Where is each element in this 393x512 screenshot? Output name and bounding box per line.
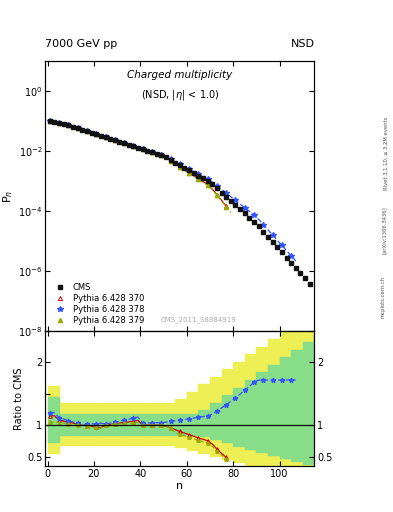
Pythia 6.428 379	[112, 137, 117, 143]
Line: Pythia 6.428 370: Pythia 6.428 370	[48, 119, 228, 208]
Pythia 6.428 379	[224, 204, 229, 210]
Pythia 6.428 379	[75, 125, 80, 132]
Pythia 6.428 379	[196, 176, 201, 182]
Pythia 6.428 370	[112, 137, 117, 143]
CMS	[159, 153, 163, 159]
Pythia 6.428 378	[84, 128, 89, 134]
Text: NSD: NSD	[290, 38, 314, 49]
Pythia 6.428 370	[48, 118, 52, 124]
Text: [arXiv:1306.3436]: [arXiv:1306.3436]	[382, 206, 387, 254]
Pythia 6.428 378	[205, 176, 210, 182]
Pythia 6.428 378	[215, 183, 219, 189]
Pythia 6.428 378	[224, 190, 229, 196]
Pythia 6.428 370	[224, 203, 229, 209]
Pythia 6.428 378	[196, 171, 201, 177]
Pythia 6.428 379	[168, 158, 173, 164]
Pythia 6.428 378	[122, 140, 127, 146]
Y-axis label: P$_n$: P$_n$	[2, 189, 15, 203]
Pythia 6.428 370	[140, 146, 145, 153]
Text: CMS_2011_S8884919: CMS_2011_S8884919	[161, 316, 237, 323]
Pythia 6.428 370	[84, 128, 89, 134]
X-axis label: n: n	[176, 481, 184, 492]
Pythia 6.428 370	[75, 125, 80, 132]
Line: Pythia 6.428 379: Pythia 6.428 379	[48, 119, 228, 209]
Pythia 6.428 379	[205, 182, 210, 188]
Pythia 6.428 378	[279, 242, 284, 248]
Pythia 6.428 370	[103, 134, 108, 140]
Pythia 6.428 378	[75, 125, 80, 131]
Pythia 6.428 379	[66, 122, 71, 129]
Pythia 6.428 370	[205, 182, 210, 188]
Pythia 6.428 370	[159, 153, 163, 159]
Pythia 6.428 370	[187, 169, 191, 176]
Line: Pythia 6.428 378: Pythia 6.428 378	[47, 119, 294, 259]
Pythia 6.428 379	[84, 128, 89, 134]
Pythia 6.428 378	[252, 212, 256, 218]
Pythia 6.428 378	[178, 161, 182, 167]
Pythia 6.428 378	[187, 166, 191, 173]
Pythia 6.428 379	[159, 153, 163, 159]
Text: Charged multiplicity: Charged multiplicity	[127, 70, 232, 79]
Pythia 6.428 378	[261, 222, 266, 228]
Pythia 6.428 379	[150, 150, 154, 156]
Legend: CMS, Pythia 6.428 370, Pythia 6.428 378, Pythia 6.428 379: CMS, Pythia 6.428 370, Pythia 6.428 378,…	[50, 281, 146, 327]
CMS	[228, 198, 233, 204]
Pythia 6.428 370	[150, 150, 154, 156]
Pythia 6.428 378	[94, 131, 99, 137]
Pythia 6.428 378	[159, 152, 163, 158]
Text: (NSD, $|\eta|$ < 1.0): (NSD, $|\eta|$ < 1.0)	[141, 89, 219, 102]
Pythia 6.428 378	[270, 232, 275, 238]
Pythia 6.428 378	[103, 134, 108, 140]
Pythia 6.428 370	[168, 158, 173, 164]
Text: mcplots.cern.ch: mcplots.cern.ch	[380, 276, 385, 318]
CMS	[117, 139, 122, 145]
Pythia 6.428 378	[48, 118, 52, 124]
Pythia 6.428 378	[242, 205, 247, 211]
Pythia 6.428 370	[122, 140, 127, 146]
Pythia 6.428 378	[233, 197, 238, 203]
CMS	[57, 120, 61, 126]
Pythia 6.428 370	[178, 164, 182, 170]
Text: Rivet 3.1.10, ≥ 3.2M events: Rivet 3.1.10, ≥ 3.2M events	[384, 117, 389, 190]
Pythia 6.428 379	[57, 120, 61, 126]
Pythia 6.428 379	[187, 170, 191, 176]
Pythia 6.428 378	[289, 253, 294, 259]
Pythia 6.428 378	[140, 146, 145, 152]
Pythia 6.428 379	[103, 134, 108, 140]
CMS	[307, 281, 312, 287]
Pythia 6.428 370	[215, 191, 219, 198]
Pythia 6.428 378	[112, 137, 117, 143]
Y-axis label: Ratio to CMS: Ratio to CMS	[14, 367, 24, 430]
CMS	[224, 194, 229, 200]
Line: CMS: CMS	[48, 119, 312, 286]
Pythia 6.428 370	[66, 122, 71, 129]
CMS	[48, 118, 52, 124]
Pythia 6.428 379	[122, 140, 127, 146]
Pythia 6.428 378	[168, 156, 173, 162]
Pythia 6.428 370	[196, 176, 201, 182]
Pythia 6.428 378	[131, 143, 136, 149]
CMS	[61, 121, 66, 127]
Pythia 6.428 370	[57, 120, 61, 126]
Pythia 6.428 378	[66, 122, 71, 129]
Pythia 6.428 379	[48, 118, 52, 124]
Pythia 6.428 379	[140, 146, 145, 153]
Pythia 6.428 378	[150, 149, 154, 155]
Pythia 6.428 379	[94, 131, 99, 137]
Pythia 6.428 370	[131, 143, 136, 150]
Text: 7000 GeV pp: 7000 GeV pp	[45, 38, 118, 49]
Pythia 6.428 379	[178, 164, 182, 170]
Pythia 6.428 378	[57, 120, 61, 126]
Pythia 6.428 379	[215, 193, 219, 199]
Pythia 6.428 370	[94, 131, 99, 137]
Pythia 6.428 379	[131, 143, 136, 150]
